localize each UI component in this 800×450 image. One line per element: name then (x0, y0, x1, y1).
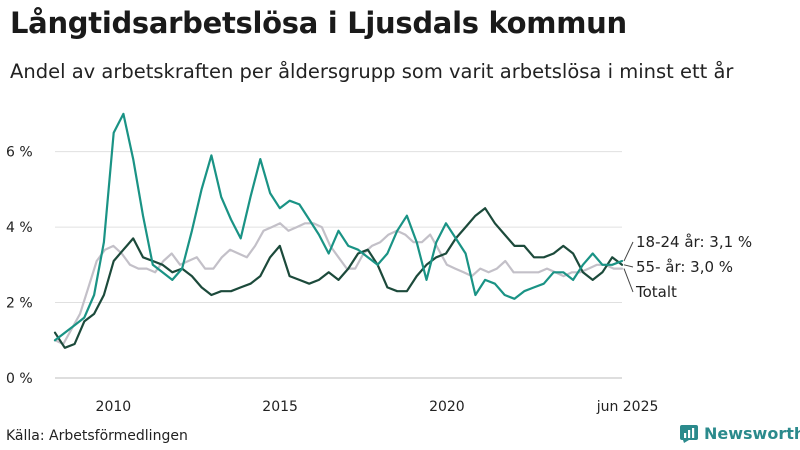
x-axis-ticks: 2010 2015 2020 jun 2025 (96, 399, 659, 415)
end-labels: 18-24 år: 3,1 % 55- år: 3,0 % Totalt (623, 233, 752, 301)
end-label-connector (623, 268, 634, 293)
series-line-0 (53, 222, 624, 346)
end-label-connector (623, 264, 634, 268)
grid-lines (55, 151, 622, 379)
y-tick-label: 6 % (6, 145, 33, 161)
series-line-1 (53, 207, 624, 349)
y-tick-label: 2 % (6, 296, 33, 312)
end-label-connector (623, 241, 634, 262)
brand-name: Newsworthy (704, 424, 800, 443)
x-tick-label: 2010 (96, 399, 132, 415)
brand-logo: Newsworthy (680, 424, 800, 443)
chart-subtitle: Andel av arbetskraften per åldersgrupp s… (10, 60, 734, 83)
x-tick-label: 2015 (262, 399, 298, 415)
x-tick-label: jun 2025 (596, 399, 659, 415)
series-end-label: 55- år: 3,0 % (636, 258, 733, 276)
source-note: Källa: Arbetsförmedlingen (6, 428, 188, 444)
y-axis-ticks: 0 % 2 % 4 % 6 % (6, 145, 33, 387)
series-line-2 (53, 112, 624, 342)
series-end-label: Totalt (635, 283, 677, 301)
chart-title: Långtidsarbetslösa i Ljusdals kommun (10, 6, 627, 40)
y-tick-label: 0 % (6, 371, 33, 387)
bar-chart-logo-icon (680, 424, 698, 443)
series-lines (53, 112, 624, 349)
y-tick-label: 4 % (6, 220, 33, 236)
x-tick-label: 2020 (429, 399, 465, 415)
series-end-label: 18-24 år: 3,1 % (636, 233, 752, 251)
